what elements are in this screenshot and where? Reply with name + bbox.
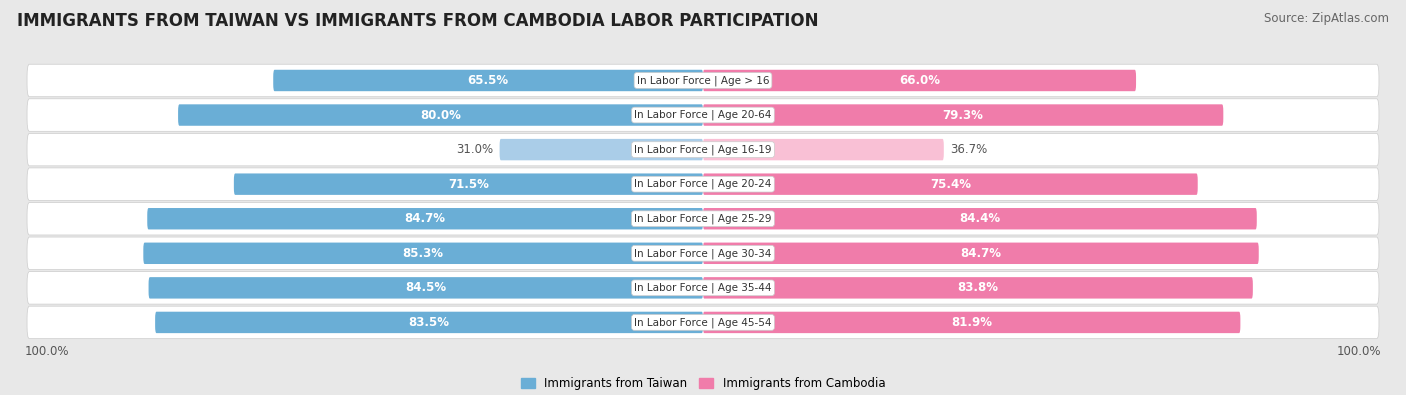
FancyBboxPatch shape (703, 208, 1257, 229)
FancyBboxPatch shape (27, 134, 1379, 166)
FancyBboxPatch shape (27, 306, 1379, 339)
FancyBboxPatch shape (703, 70, 1136, 91)
FancyBboxPatch shape (703, 139, 943, 160)
FancyBboxPatch shape (703, 104, 1223, 126)
Text: IMMIGRANTS FROM TAIWAN VS IMMIGRANTS FROM CAMBODIA LABOR PARTICIPATION: IMMIGRANTS FROM TAIWAN VS IMMIGRANTS FRO… (17, 12, 818, 30)
FancyBboxPatch shape (143, 243, 703, 264)
FancyBboxPatch shape (27, 272, 1379, 304)
Text: 81.9%: 81.9% (952, 316, 993, 329)
Text: 66.0%: 66.0% (898, 74, 941, 87)
Text: 84.7%: 84.7% (960, 247, 1001, 260)
Text: 84.5%: 84.5% (405, 281, 446, 294)
Text: In Labor Force | Age > 16: In Labor Force | Age > 16 (637, 75, 769, 86)
FancyBboxPatch shape (155, 312, 703, 333)
Text: In Labor Force | Age 20-64: In Labor Force | Age 20-64 (634, 110, 772, 120)
Text: 36.7%: 36.7% (950, 143, 987, 156)
FancyBboxPatch shape (703, 277, 1253, 299)
Text: 71.5%: 71.5% (449, 178, 489, 191)
Text: In Labor Force | Age 20-24: In Labor Force | Age 20-24 (634, 179, 772, 190)
FancyBboxPatch shape (179, 104, 703, 126)
Text: 85.3%: 85.3% (402, 247, 444, 260)
Text: 83.8%: 83.8% (957, 281, 998, 294)
FancyBboxPatch shape (703, 312, 1240, 333)
Text: 65.5%: 65.5% (468, 74, 509, 87)
FancyBboxPatch shape (149, 277, 703, 299)
FancyBboxPatch shape (27, 99, 1379, 131)
FancyBboxPatch shape (27, 64, 1379, 97)
Text: 79.3%: 79.3% (942, 109, 984, 122)
FancyBboxPatch shape (148, 208, 703, 229)
Text: 31.0%: 31.0% (456, 143, 494, 156)
Text: Source: ZipAtlas.com: Source: ZipAtlas.com (1264, 12, 1389, 25)
FancyBboxPatch shape (27, 203, 1379, 235)
FancyBboxPatch shape (233, 173, 703, 195)
FancyBboxPatch shape (499, 139, 703, 160)
Legend: Immigrants from Taiwan, Immigrants from Cambodia: Immigrants from Taiwan, Immigrants from … (516, 372, 890, 395)
FancyBboxPatch shape (27, 168, 1379, 200)
Text: In Labor Force | Age 35-44: In Labor Force | Age 35-44 (634, 282, 772, 293)
FancyBboxPatch shape (703, 173, 1198, 195)
Text: In Labor Force | Age 16-19: In Labor Force | Age 16-19 (634, 144, 772, 155)
Text: 84.4%: 84.4% (959, 212, 1001, 225)
FancyBboxPatch shape (273, 70, 703, 91)
Text: 84.7%: 84.7% (405, 212, 446, 225)
Text: 75.4%: 75.4% (929, 178, 972, 191)
Text: In Labor Force | Age 30-34: In Labor Force | Age 30-34 (634, 248, 772, 259)
Text: In Labor Force | Age 25-29: In Labor Force | Age 25-29 (634, 213, 772, 224)
FancyBboxPatch shape (27, 237, 1379, 269)
Text: 80.0%: 80.0% (420, 109, 461, 122)
Text: In Labor Force | Age 45-54: In Labor Force | Age 45-54 (634, 317, 772, 328)
FancyBboxPatch shape (703, 243, 1258, 264)
Text: 83.5%: 83.5% (409, 316, 450, 329)
